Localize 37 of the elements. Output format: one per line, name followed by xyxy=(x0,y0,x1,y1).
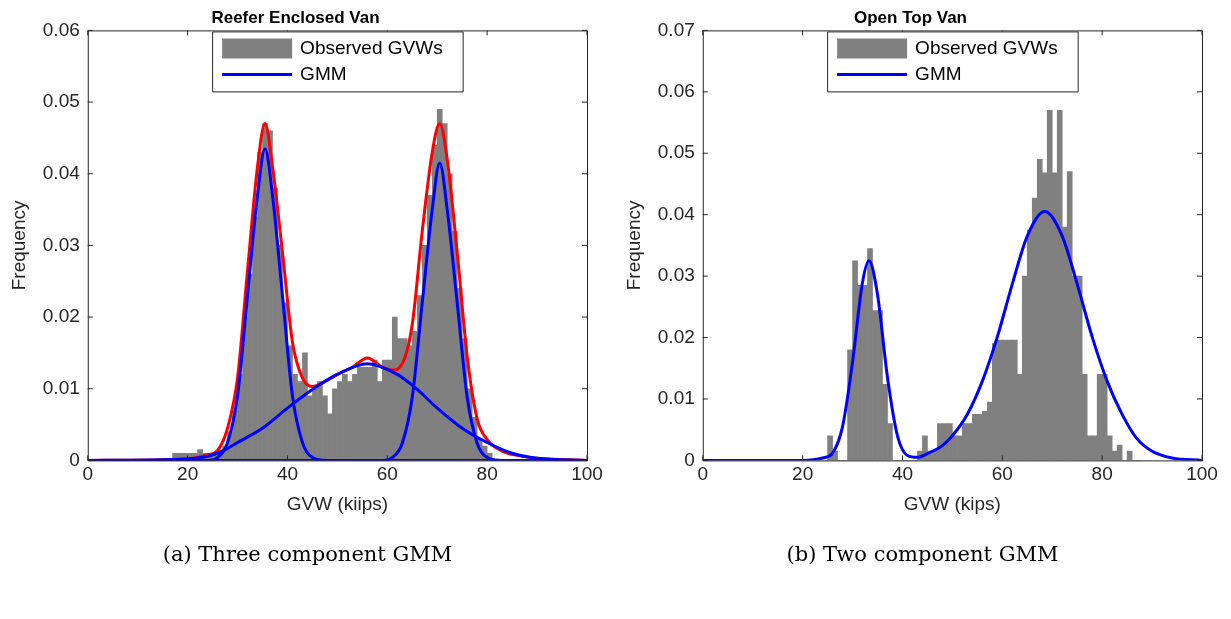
y-tick-label: 0.01 xyxy=(657,387,695,409)
x-tick-label: 100 xyxy=(571,463,603,485)
x-tick-label: 40 xyxy=(891,463,914,485)
y-tick-label: 0.04 xyxy=(42,161,81,183)
x-tick-label: 20 xyxy=(177,463,199,485)
x-tick-label: 80 xyxy=(476,463,498,485)
y-tick-label: 0.03 xyxy=(657,264,695,286)
x-tick-label: 60 xyxy=(376,463,398,485)
legend-label: GMM xyxy=(300,62,347,84)
x-tick-label: 80 xyxy=(1091,463,1113,485)
x-tick-label: 100 xyxy=(1186,463,1218,485)
y-tick-label: 0.07 xyxy=(657,18,695,40)
x-axis-title: GVW (kiips) xyxy=(286,492,389,514)
y-tick-label: 0.01 xyxy=(42,376,80,398)
legend-label: Observed GVWs xyxy=(915,36,1058,58)
y-tick-label: 0.06 xyxy=(657,80,695,102)
y-tick-label: 0.03 xyxy=(42,233,80,255)
y-axis-title: Frequency xyxy=(7,200,29,291)
legend-label: GMM xyxy=(915,62,962,84)
chart-title: Open Top Van xyxy=(853,7,968,27)
y-tick-label: 0 xyxy=(69,448,80,470)
text: (a) Three component GMM xyxy=(161,542,454,566)
x-tick-label: 40 xyxy=(276,463,299,485)
y-tick-label: 0.05 xyxy=(42,90,80,112)
y-tick-label: 0.04 xyxy=(657,202,696,224)
chart-title: Reefer Enclosed Van xyxy=(211,7,380,27)
text: (b) Two component GMM xyxy=(785,542,1060,566)
x-tick-label: 60 xyxy=(991,463,1013,485)
legend-label: Observed GVWs xyxy=(300,36,443,58)
y-tick-label: 0.02 xyxy=(657,325,695,347)
y-tick-label: 0.05 xyxy=(657,141,695,163)
x-axis-title: GVW (kips) xyxy=(903,492,1001,514)
y-tick-label: 0.06 xyxy=(42,18,80,40)
x-tick-label: 20 xyxy=(792,463,814,485)
y-tick-label: 0 xyxy=(684,448,695,470)
y-tick-label: 0.02 xyxy=(42,305,80,327)
y-axis-title: Frequency xyxy=(622,200,644,291)
